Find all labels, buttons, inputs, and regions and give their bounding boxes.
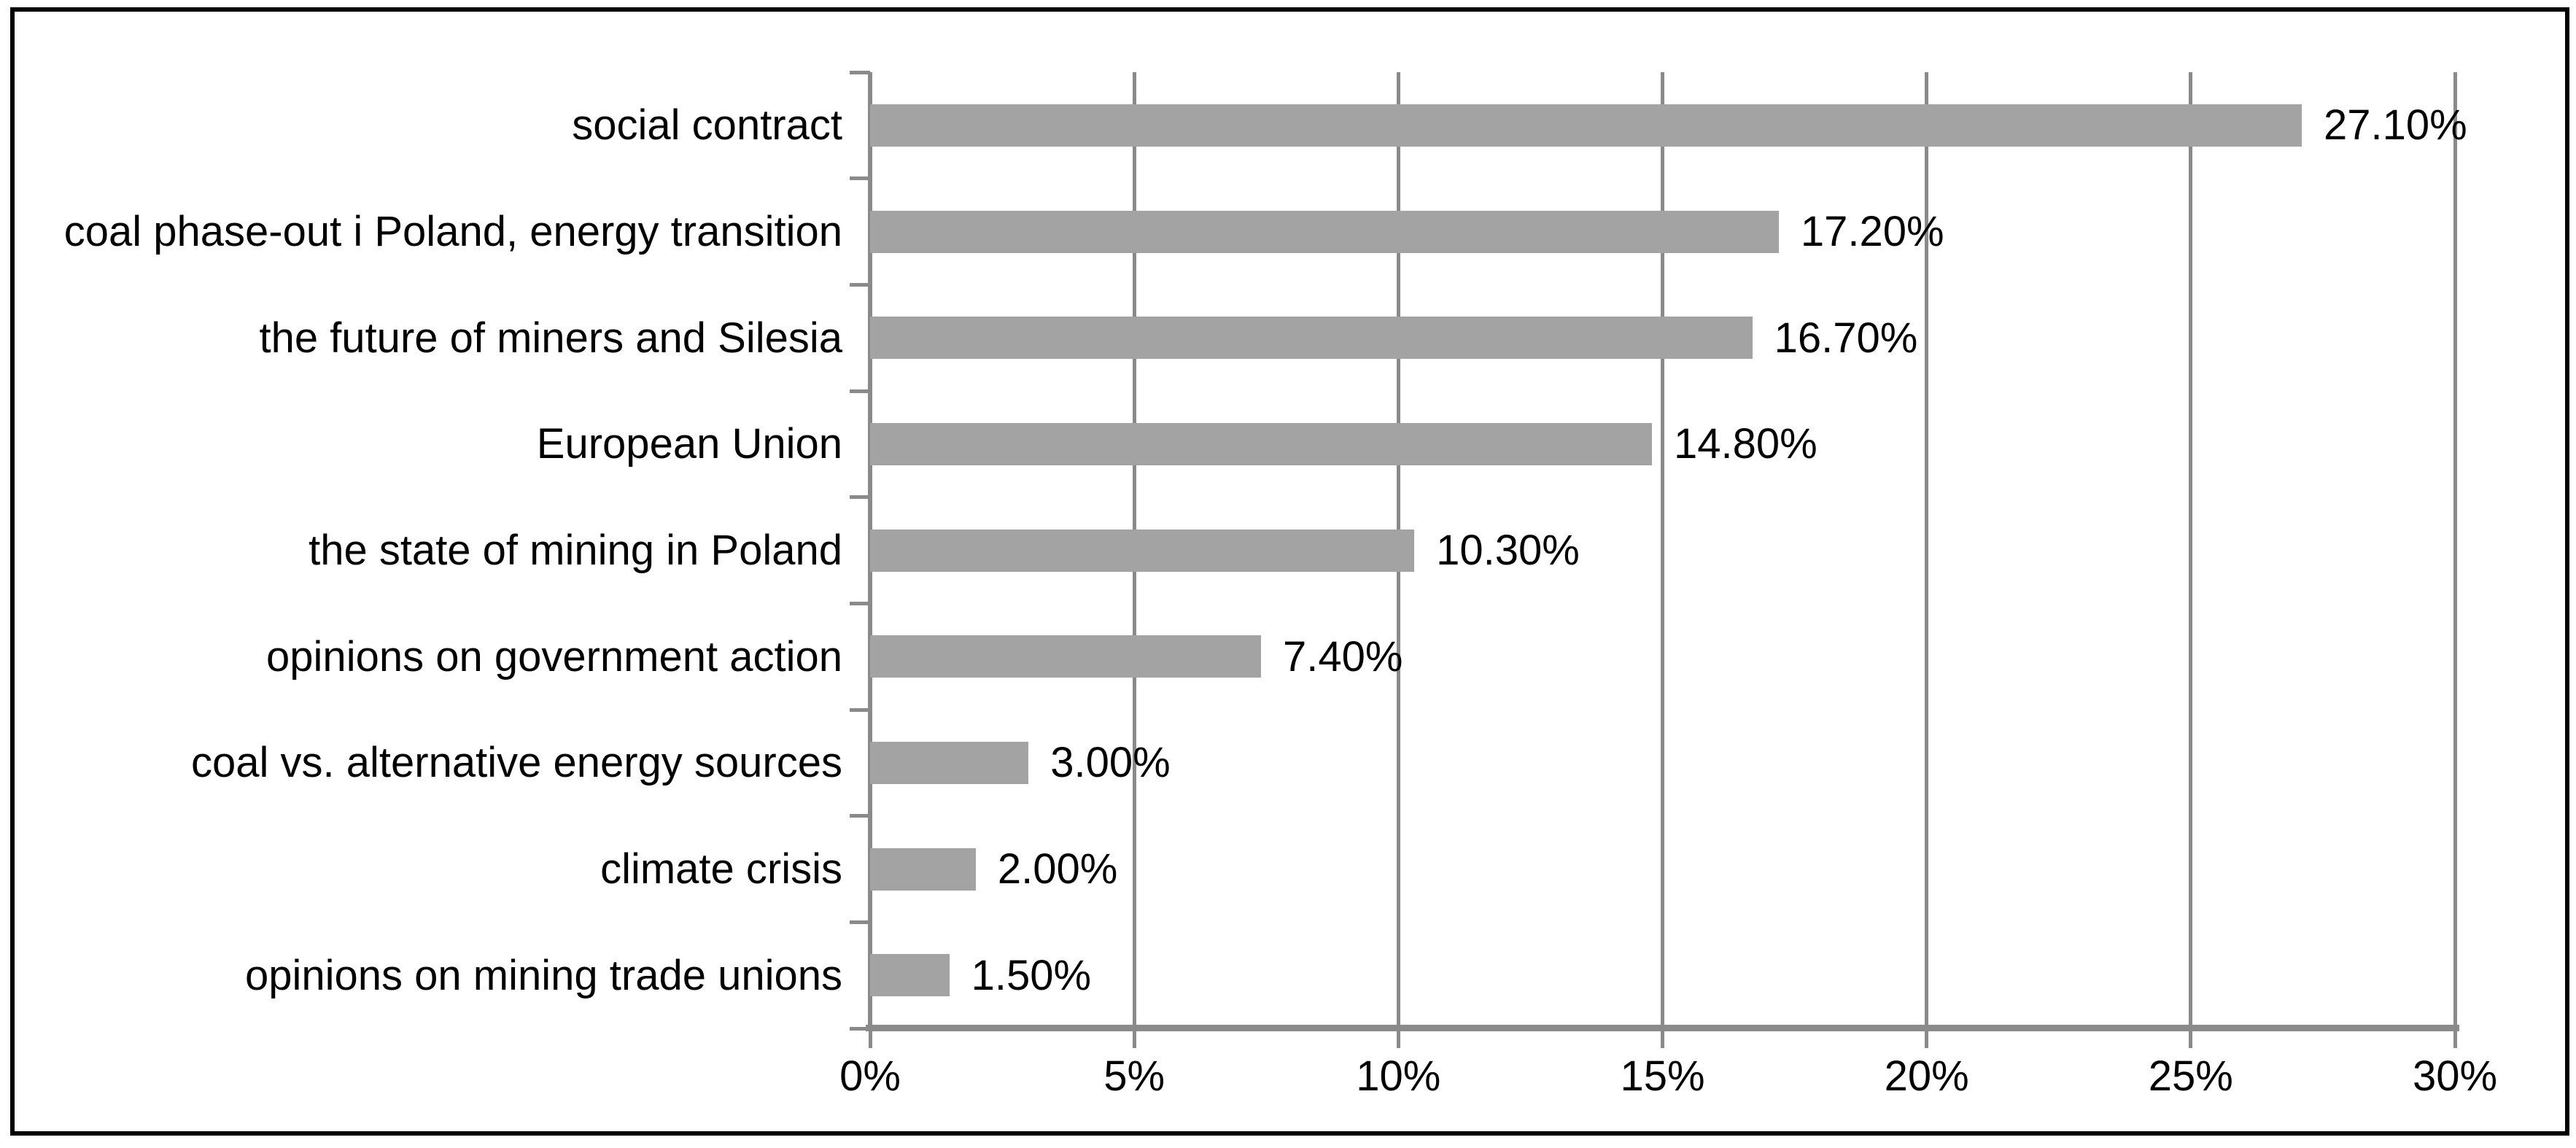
x-axis-tick bbox=[868, 1028, 872, 1048]
category-label: climate crisis bbox=[600, 845, 842, 893]
chart-outer-frame bbox=[10, 7, 2569, 1136]
value-label: 3.00% bbox=[1050, 739, 1171, 787]
category-label: social contract bbox=[572, 101, 842, 150]
bar bbox=[870, 741, 1029, 784]
y-axis-tick bbox=[850, 282, 870, 287]
value-label: 1.50% bbox=[971, 951, 1092, 999]
gridline-30% bbox=[2453, 72, 2457, 1028]
y-axis-tick bbox=[850, 389, 870, 393]
gridline-20% bbox=[1925, 72, 1929, 1028]
y-axis-tick bbox=[850, 601, 870, 605]
bar bbox=[870, 210, 1779, 253]
x-axis-tick-label: 30% bbox=[2412, 1052, 2498, 1100]
x-axis-tick-label: 15% bbox=[1620, 1052, 1705, 1100]
y-axis-tick bbox=[850, 920, 870, 924]
bar bbox=[870, 529, 1415, 572]
category-label: opinions on government action bbox=[266, 632, 842, 680]
y-axis-tick bbox=[850, 1026, 870, 1031]
gridline-25% bbox=[2189, 72, 2193, 1028]
value-label: 7.40% bbox=[1283, 632, 1403, 680]
category-label: European Union bbox=[536, 420, 842, 468]
x-axis-tick bbox=[1661, 1028, 1664, 1048]
y-axis-tick bbox=[850, 70, 870, 74]
value-label: 2.00% bbox=[997, 845, 1118, 893]
bar bbox=[870, 317, 1753, 360]
bar bbox=[870, 848, 976, 891]
value-label: 27.10% bbox=[2323, 101, 2467, 150]
x-axis-line bbox=[866, 1025, 2459, 1031]
x-axis-tick bbox=[2189, 1028, 2193, 1048]
x-axis-tick-label: 5% bbox=[1103, 1052, 1165, 1100]
value-label: 17.20% bbox=[1800, 207, 1944, 255]
x-axis-tick bbox=[1925, 1028, 1929, 1048]
bar bbox=[870, 635, 1261, 678]
x-axis-tick bbox=[1132, 1028, 1136, 1048]
value-label: 14.80% bbox=[1674, 420, 1817, 468]
value-label: 10.30% bbox=[1436, 526, 1580, 574]
y-axis-tick bbox=[850, 495, 870, 500]
gridline-15% bbox=[1661, 72, 1664, 1028]
category-label: coal phase-out i Poland, energy transiti… bbox=[63, 207, 842, 255]
value-label: 16.70% bbox=[1774, 314, 1918, 362]
y-axis-tick bbox=[850, 814, 870, 818]
y-axis-tick bbox=[850, 177, 870, 181]
x-axis-tick-label: 20% bbox=[1884, 1052, 1969, 1100]
bar bbox=[870, 954, 950, 997]
bar bbox=[870, 104, 2302, 147]
x-axis-tick-label: 0% bbox=[839, 1052, 901, 1100]
x-axis-tick-label: 25% bbox=[2148, 1052, 2233, 1100]
x-axis-tick bbox=[2453, 1028, 2457, 1048]
category-label: opinions on mining trade unions bbox=[245, 951, 842, 999]
y-axis-tick bbox=[850, 707, 870, 712]
x-axis-tick bbox=[1396, 1028, 1400, 1048]
category-label: the state of mining in Poland bbox=[309, 526, 842, 574]
bar bbox=[870, 422, 1652, 465]
category-label: coal vs. alternative energy sources bbox=[191, 739, 842, 787]
category-label: the future of miners and Silesia bbox=[259, 314, 842, 362]
x-axis-tick-label: 10% bbox=[1356, 1052, 1441, 1100]
